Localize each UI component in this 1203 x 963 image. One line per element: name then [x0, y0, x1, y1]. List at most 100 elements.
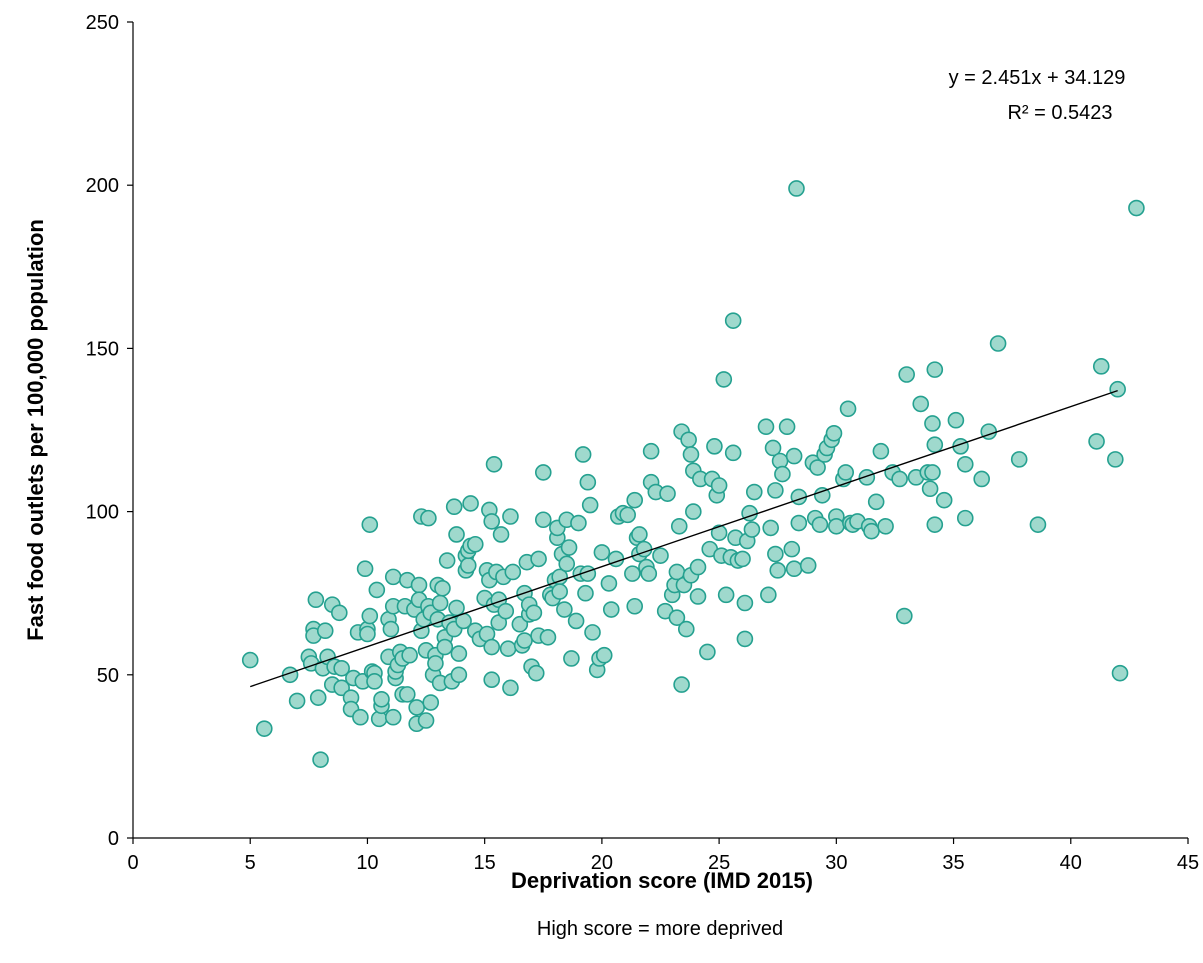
data-point — [462, 495, 479, 512]
data-point — [659, 485, 676, 502]
x-tick-label: 35 — [942, 852, 964, 874]
data-point — [579, 473, 597, 491]
data-point — [361, 607, 379, 625]
data-point — [652, 547, 669, 564]
data-point — [1109, 380, 1126, 398]
data-point — [631, 526, 648, 543]
data-point — [1029, 516, 1047, 533]
data-point — [422, 694, 440, 711]
data-point — [724, 444, 742, 462]
x-axis-subtitle: High score = more deprived — [537, 918, 783, 940]
data-point — [912, 395, 930, 413]
data-point — [689, 588, 707, 605]
data-point — [584, 624, 601, 641]
data-point — [867, 493, 885, 511]
data-point — [734, 550, 751, 568]
data-point — [1128, 199, 1145, 217]
data-point — [241, 651, 259, 669]
data-point — [595, 646, 613, 664]
data-point — [331, 604, 348, 622]
data-point — [858, 469, 876, 486]
data-point — [1111, 664, 1129, 682]
data-point — [558, 555, 576, 573]
data-point — [420, 509, 437, 527]
data-point — [762, 519, 779, 537]
data-point — [926, 436, 944, 453]
data-point — [877, 517, 894, 535]
data-point — [408, 699, 425, 716]
data-point — [774, 465, 791, 483]
data-point — [778, 418, 796, 436]
data-point — [921, 480, 939, 498]
data-point — [785, 560, 803, 578]
data-point — [837, 464, 855, 481]
data-point — [769, 562, 787, 579]
trendline-r-squared: R² = 0.5423 — [1007, 102, 1112, 124]
data-point — [551, 583, 568, 600]
data-point — [626, 597, 644, 615]
data-point — [448, 599, 465, 617]
data-point — [563, 650, 580, 667]
x-tick-label: 0 — [127, 852, 138, 874]
data-point — [567, 612, 585, 630]
data-point — [640, 565, 658, 582]
data-point — [534, 464, 552, 481]
data-point — [438, 552, 456, 569]
data-point — [825, 424, 843, 442]
data-point — [898, 366, 915, 383]
data-point — [743, 521, 761, 538]
data-point — [556, 601, 573, 618]
data-point — [706, 438, 723, 455]
data-point — [352, 708, 369, 726]
data-point — [956, 455, 974, 473]
data-point — [483, 638, 501, 656]
data-point — [767, 545, 784, 563]
trendline — [249, 389, 1118, 688]
data-point — [685, 503, 702, 520]
data-point — [760, 586, 777, 604]
data-point — [872, 442, 890, 460]
axes: 0 5 10 15 20 25 30 35 40 45 0 50 100 150 200 250 — [86, 12, 1200, 874]
data-point — [624, 565, 641, 582]
data-point — [924, 415, 941, 432]
data-point — [935, 491, 953, 509]
data-point — [947, 411, 965, 429]
y-tick-label: 0 — [108, 828, 119, 850]
data-point — [799, 557, 817, 574]
data-point — [926, 516, 944, 533]
data-points — [241, 180, 1145, 768]
data-point — [717, 586, 735, 604]
data-point — [516, 632, 533, 649]
data-point — [670, 517, 688, 535]
data-point — [839, 400, 857, 418]
y-tick-label: 100 — [86, 502, 119, 524]
data-point — [436, 638, 454, 656]
data-point — [924, 464, 941, 481]
data-point — [680, 431, 697, 449]
data-point — [710, 477, 728, 494]
data-point — [448, 526, 465, 543]
x-tick-label: 15 — [474, 852, 496, 874]
data-point — [368, 581, 386, 599]
data-point — [1010, 451, 1028, 468]
data-point — [504, 563, 522, 581]
data-point — [973, 470, 990, 488]
data-point — [530, 550, 547, 568]
data-point — [450, 645, 468, 662]
data-point — [577, 584, 594, 602]
data-point — [863, 522, 880, 540]
data-point — [891, 470, 908, 488]
data-point — [745, 483, 763, 501]
data-point — [382, 620, 400, 638]
data-point — [626, 491, 644, 509]
x-tick-label: 5 — [245, 852, 256, 874]
data-point — [1088, 433, 1105, 450]
data-point — [790, 514, 808, 532]
data-point — [736, 594, 754, 612]
data-point — [434, 580, 451, 597]
data-point — [699, 643, 716, 661]
data-point — [502, 679, 519, 697]
data-point — [673, 676, 690, 693]
data-point — [593, 544, 611, 561]
